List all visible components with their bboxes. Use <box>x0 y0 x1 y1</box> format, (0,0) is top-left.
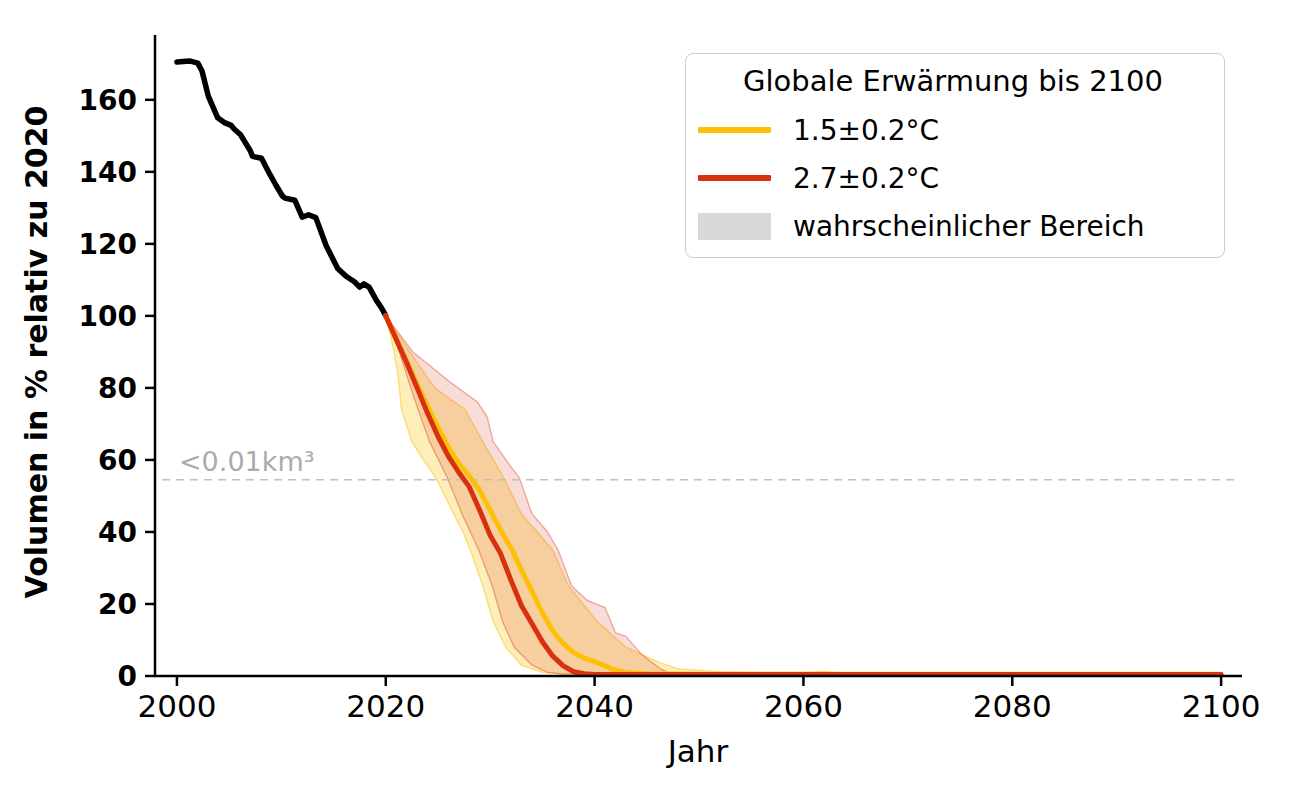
legend-label-2-7: 2.7±0.2°C <box>793 162 939 195</box>
glacier-volume-projection-chart: 2000202020402060208021000204060801001201… <box>0 0 1300 800</box>
y-tick-label: 40 <box>98 516 137 549</box>
legend-label-1-5: 1.5±0.2°C <box>793 114 939 147</box>
y-axis-label: Volumen in % relativ zu 2020 <box>19 106 54 599</box>
legend-patch-swatch-likely-range <box>698 213 771 240</box>
legend-item-warming-1-5: 1.5±0.2°C <box>698 106 1208 154</box>
x-tick-label: 2060 <box>764 688 843 724</box>
y-tick-label: 0 <box>118 660 137 693</box>
x-tick-label: 2020 <box>346 688 425 724</box>
x-tick-label: 2000 <box>137 688 216 724</box>
x-axis-label: Jahr <box>668 733 729 769</box>
y-tick-label: 80 <box>98 372 137 405</box>
legend-line-swatch-1-5 <box>698 127 771 133</box>
legend-item-warming-2-7: 2.7±0.2°C <box>698 154 1208 202</box>
y-tick-label: 160 <box>79 84 137 117</box>
x-tick-label: 2040 <box>555 688 634 724</box>
threshold-annotation: <0.01km³ <box>179 446 315 477</box>
legend: Globale Erwärmung bis 2100 1.5±0.2°C 2.7… <box>685 53 1225 258</box>
x-tick-label: 2080 <box>973 688 1052 724</box>
y-tick-label: 120 <box>79 228 137 261</box>
legend-title: Globale Erwärmung bis 2100 <box>698 64 1208 98</box>
legend-item-likely-range: wahrscheinlicher Bereich <box>698 202 1208 250</box>
y-tick-label: 100 <box>79 300 137 333</box>
y-tick-label: 20 <box>98 588 137 621</box>
y-tick-label: 140 <box>79 156 137 189</box>
legend-line-swatch-2-7 <box>698 175 771 181</box>
x-tick-label: 2100 <box>1182 688 1261 724</box>
legend-label-likely-range: wahrscheinlicher Bereich <box>793 210 1145 243</box>
series-line-historical <box>177 61 386 316</box>
y-tick-label: 60 <box>98 444 137 477</box>
